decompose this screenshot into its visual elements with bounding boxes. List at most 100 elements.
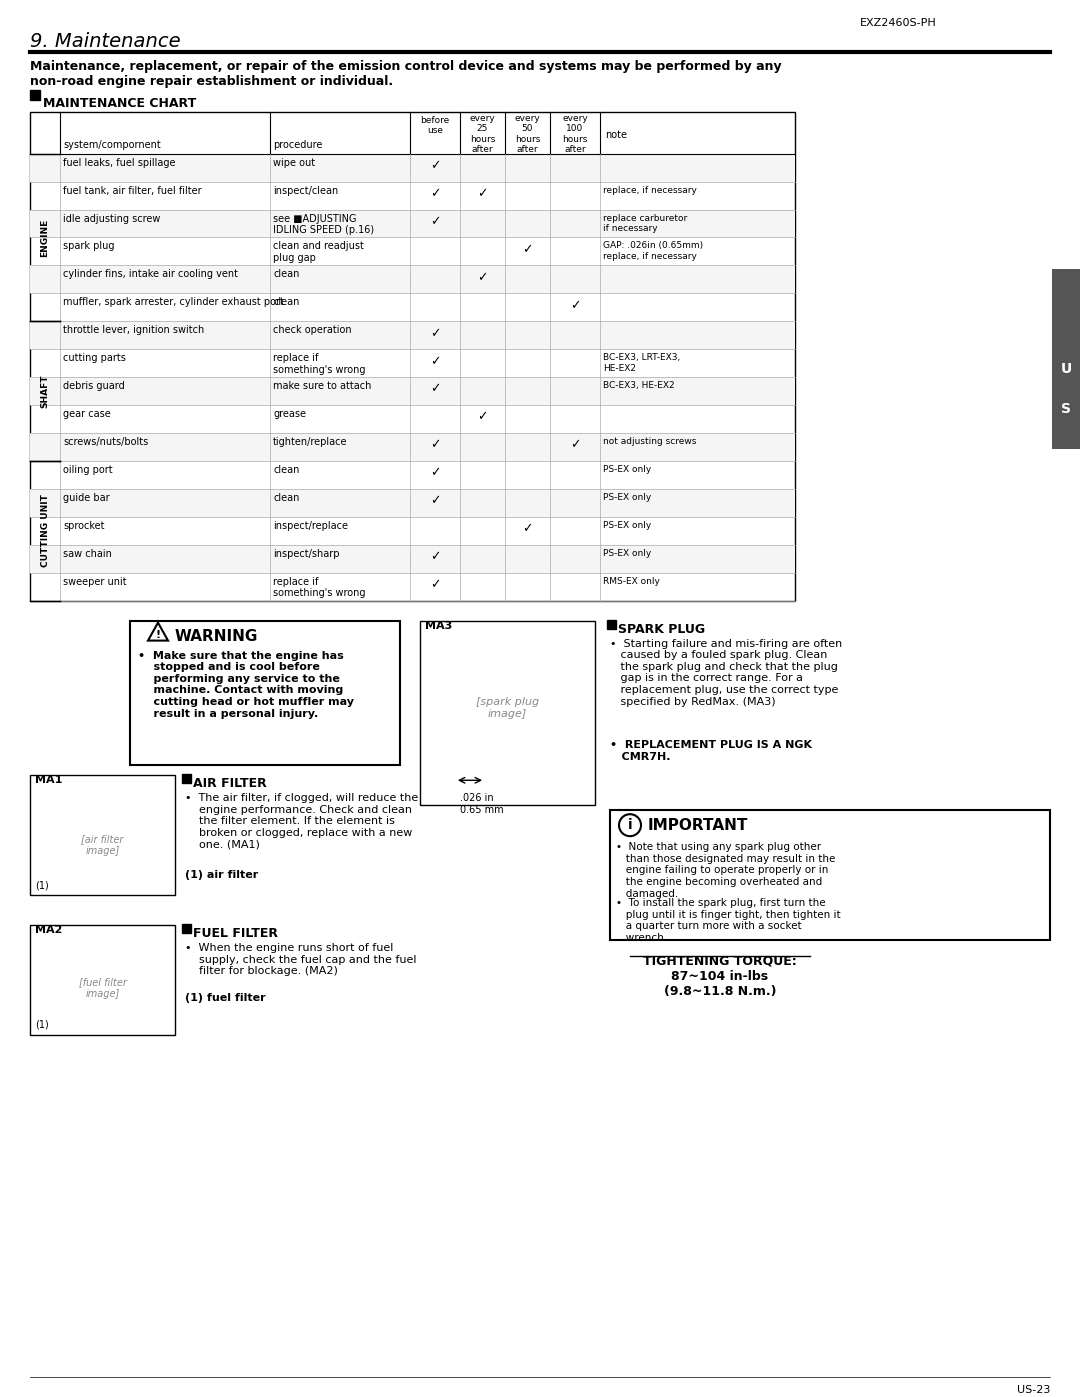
Text: fuel tank, air filter, fuel filter: fuel tank, air filter, fuel filter: [63, 186, 202, 196]
Bar: [30, 154, 795, 182]
Text: PS-EX only: PS-EX only: [603, 465, 651, 474]
Text: U: U: [1061, 362, 1071, 376]
Text: clean: clean: [273, 270, 299, 279]
Text: ✓: ✓: [477, 271, 488, 284]
Bar: [30, 925, 175, 1035]
Text: ✓: ✓: [523, 522, 532, 535]
Text: ✓: ✓: [523, 243, 532, 256]
Text: saw chain: saw chain: [63, 549, 112, 559]
Text: ✓: ✓: [430, 495, 441, 507]
Text: ✓: ✓: [430, 187, 441, 200]
Text: RMS-EX only: RMS-EX only: [603, 577, 660, 585]
Bar: [1052, 270, 1080, 448]
Text: replace if
something's wrong: replace if something's wrong: [273, 577, 365, 598]
Text: •  To install the spark plug, first turn the
   plug until it is finger tight, t: • To install the spark plug, first turn …: [616, 898, 840, 943]
Text: •  The air filter, if clogged, will reduce the
    engine performance. Check and: • The air filter, if clogged, will reduc…: [185, 793, 418, 849]
Text: spark plug: spark plug: [63, 242, 114, 251]
Text: ✓: ✓: [477, 187, 488, 200]
Bar: [30, 377, 795, 405]
Bar: [30, 89, 40, 99]
Text: •  REPLACEMENT PLUG IS A NGK
   CMR7H.: • REPLACEMENT PLUG IS A NGK CMR7H.: [610, 740, 812, 761]
Text: i: i: [627, 819, 632, 833]
Text: replace if
something's wrong: replace if something's wrong: [273, 353, 365, 374]
Text: every
100
hours
after: every 100 hours after: [562, 113, 588, 154]
Text: note: note: [605, 130, 627, 140]
Text: tighten/replace: tighten/replace: [273, 437, 348, 447]
Text: •  Starting failure and mis-firing are often
   caused by a fouled spark plug. C: • Starting failure and mis-firing are of…: [610, 638, 842, 707]
Text: inspect/clean: inspect/clean: [273, 186, 338, 196]
Text: ✓: ✓: [430, 159, 441, 172]
Bar: [607, 620, 616, 629]
Text: screws/nuts/bolts: screws/nuts/bolts: [63, 437, 148, 447]
Bar: [183, 774, 191, 784]
Text: WARNING: WARNING: [175, 629, 258, 644]
Text: TIGHTENING TORQUE:
87~104 in-lbs
(9.8~11.8 N.m.): TIGHTENING TORQUE: 87~104 in-lbs (9.8~11…: [643, 956, 797, 997]
Text: !: !: [156, 630, 161, 640]
Text: (1) air filter: (1) air filter: [185, 870, 258, 880]
Bar: [30, 112, 795, 601]
Text: ✓: ✓: [430, 355, 441, 367]
Text: .026 in
0.65 mm: .026 in 0.65 mm: [460, 793, 503, 814]
Text: system/compornent: system/compornent: [63, 140, 161, 149]
Text: cylinder fins, intake air cooling vent: cylinder fins, intake air cooling vent: [63, 270, 238, 279]
Bar: [420, 620, 595, 805]
Text: ✓: ✓: [430, 383, 441, 395]
Text: every
50
hours
after: every 50 hours after: [515, 113, 540, 154]
Text: clean: clean: [273, 298, 299, 307]
Text: oiling port: oiling port: [63, 465, 112, 475]
Text: ✓: ✓: [477, 411, 488, 423]
Text: •  Note that using any spark plug other
   than those designated may result in t: • Note that using any spark plug other t…: [616, 842, 835, 898]
Text: gear case: gear case: [63, 409, 111, 419]
Text: (1): (1): [35, 1020, 49, 1030]
Text: PS-EX only: PS-EX only: [603, 549, 651, 557]
Text: SPARK PLUG: SPARK PLUG: [618, 623, 705, 636]
Text: (1): (1): [35, 880, 49, 890]
Text: BC-EX3, HE-EX2: BC-EX3, HE-EX2: [603, 381, 675, 390]
Text: ✓: ✓: [570, 299, 580, 312]
Text: ✓: ✓: [430, 327, 441, 339]
Bar: [30, 210, 795, 237]
Text: idle adjusting screw: idle adjusting screw: [63, 214, 160, 224]
Text: clean: clean: [273, 493, 299, 503]
Text: make sure to attach: make sure to attach: [273, 381, 372, 391]
Text: •  Make sure that the engine has
    stopped and is cool before
    performing a: • Make sure that the engine has stopped …: [138, 651, 354, 718]
Bar: [183, 923, 191, 933]
Text: ENGINE: ENGINE: [41, 218, 50, 257]
Bar: [30, 545, 795, 573]
Text: ✓: ✓: [430, 215, 441, 228]
Text: cutting parts: cutting parts: [63, 353, 126, 363]
Text: fuel leaks, fuel spillage: fuel leaks, fuel spillage: [63, 158, 175, 168]
Text: ✓: ✓: [430, 578, 441, 591]
Text: replace carburetor
if necessary: replace carburetor if necessary: [603, 214, 687, 233]
Text: 9. Maintenance: 9. Maintenance: [30, 32, 180, 50]
Bar: [30, 775, 175, 895]
Text: see ■ADJUSTING
IDLING SPEED (p.16): see ■ADJUSTING IDLING SPEED (p.16): [273, 214, 374, 235]
Bar: [30, 265, 795, 293]
Text: throttle lever, ignition switch: throttle lever, ignition switch: [63, 326, 204, 335]
Text: sprocket: sprocket: [63, 521, 105, 531]
Text: debris guard: debris guard: [63, 381, 125, 391]
Text: inspect/replace: inspect/replace: [273, 521, 348, 531]
Text: (1) fuel filter: (1) fuel filter: [185, 993, 266, 1003]
Text: Maintenance, replacement, or repair of the emission control device and systems m: Maintenance, replacement, or repair of t…: [30, 60, 782, 88]
Text: CUTTING UNIT: CUTTING UNIT: [41, 495, 50, 567]
Text: ✓: ✓: [430, 439, 441, 451]
Text: PS-EX only: PS-EX only: [603, 521, 651, 529]
Text: •  When the engine runs short of fuel
    supply, check the fuel cap and the fue: • When the engine runs short of fuel sup…: [185, 943, 417, 977]
Text: [air filter
image]: [air filter image]: [81, 834, 124, 856]
Text: [spark plug
image]: [spark plug image]: [476, 697, 539, 718]
Bar: [30, 433, 795, 461]
Text: inspect/sharp: inspect/sharp: [273, 549, 339, 559]
Text: ✓: ✓: [570, 439, 580, 451]
Text: not adjusting screws: not adjusting screws: [603, 437, 697, 446]
Text: check operation: check operation: [273, 326, 352, 335]
Text: S: S: [1061, 402, 1071, 416]
Text: US-23: US-23: [1016, 1384, 1050, 1396]
Text: clean and readjust
plug gap: clean and readjust plug gap: [273, 242, 364, 263]
Text: procedure: procedure: [273, 140, 322, 149]
Text: PS-EX only: PS-EX only: [603, 493, 651, 502]
Bar: [130, 620, 400, 766]
Text: every
25
hours
after: every 25 hours after: [470, 113, 496, 154]
Text: muffler, spark arrester, cylinder exhaust port: muffler, spark arrester, cylinder exhaus…: [63, 298, 284, 307]
Bar: [30, 489, 795, 517]
